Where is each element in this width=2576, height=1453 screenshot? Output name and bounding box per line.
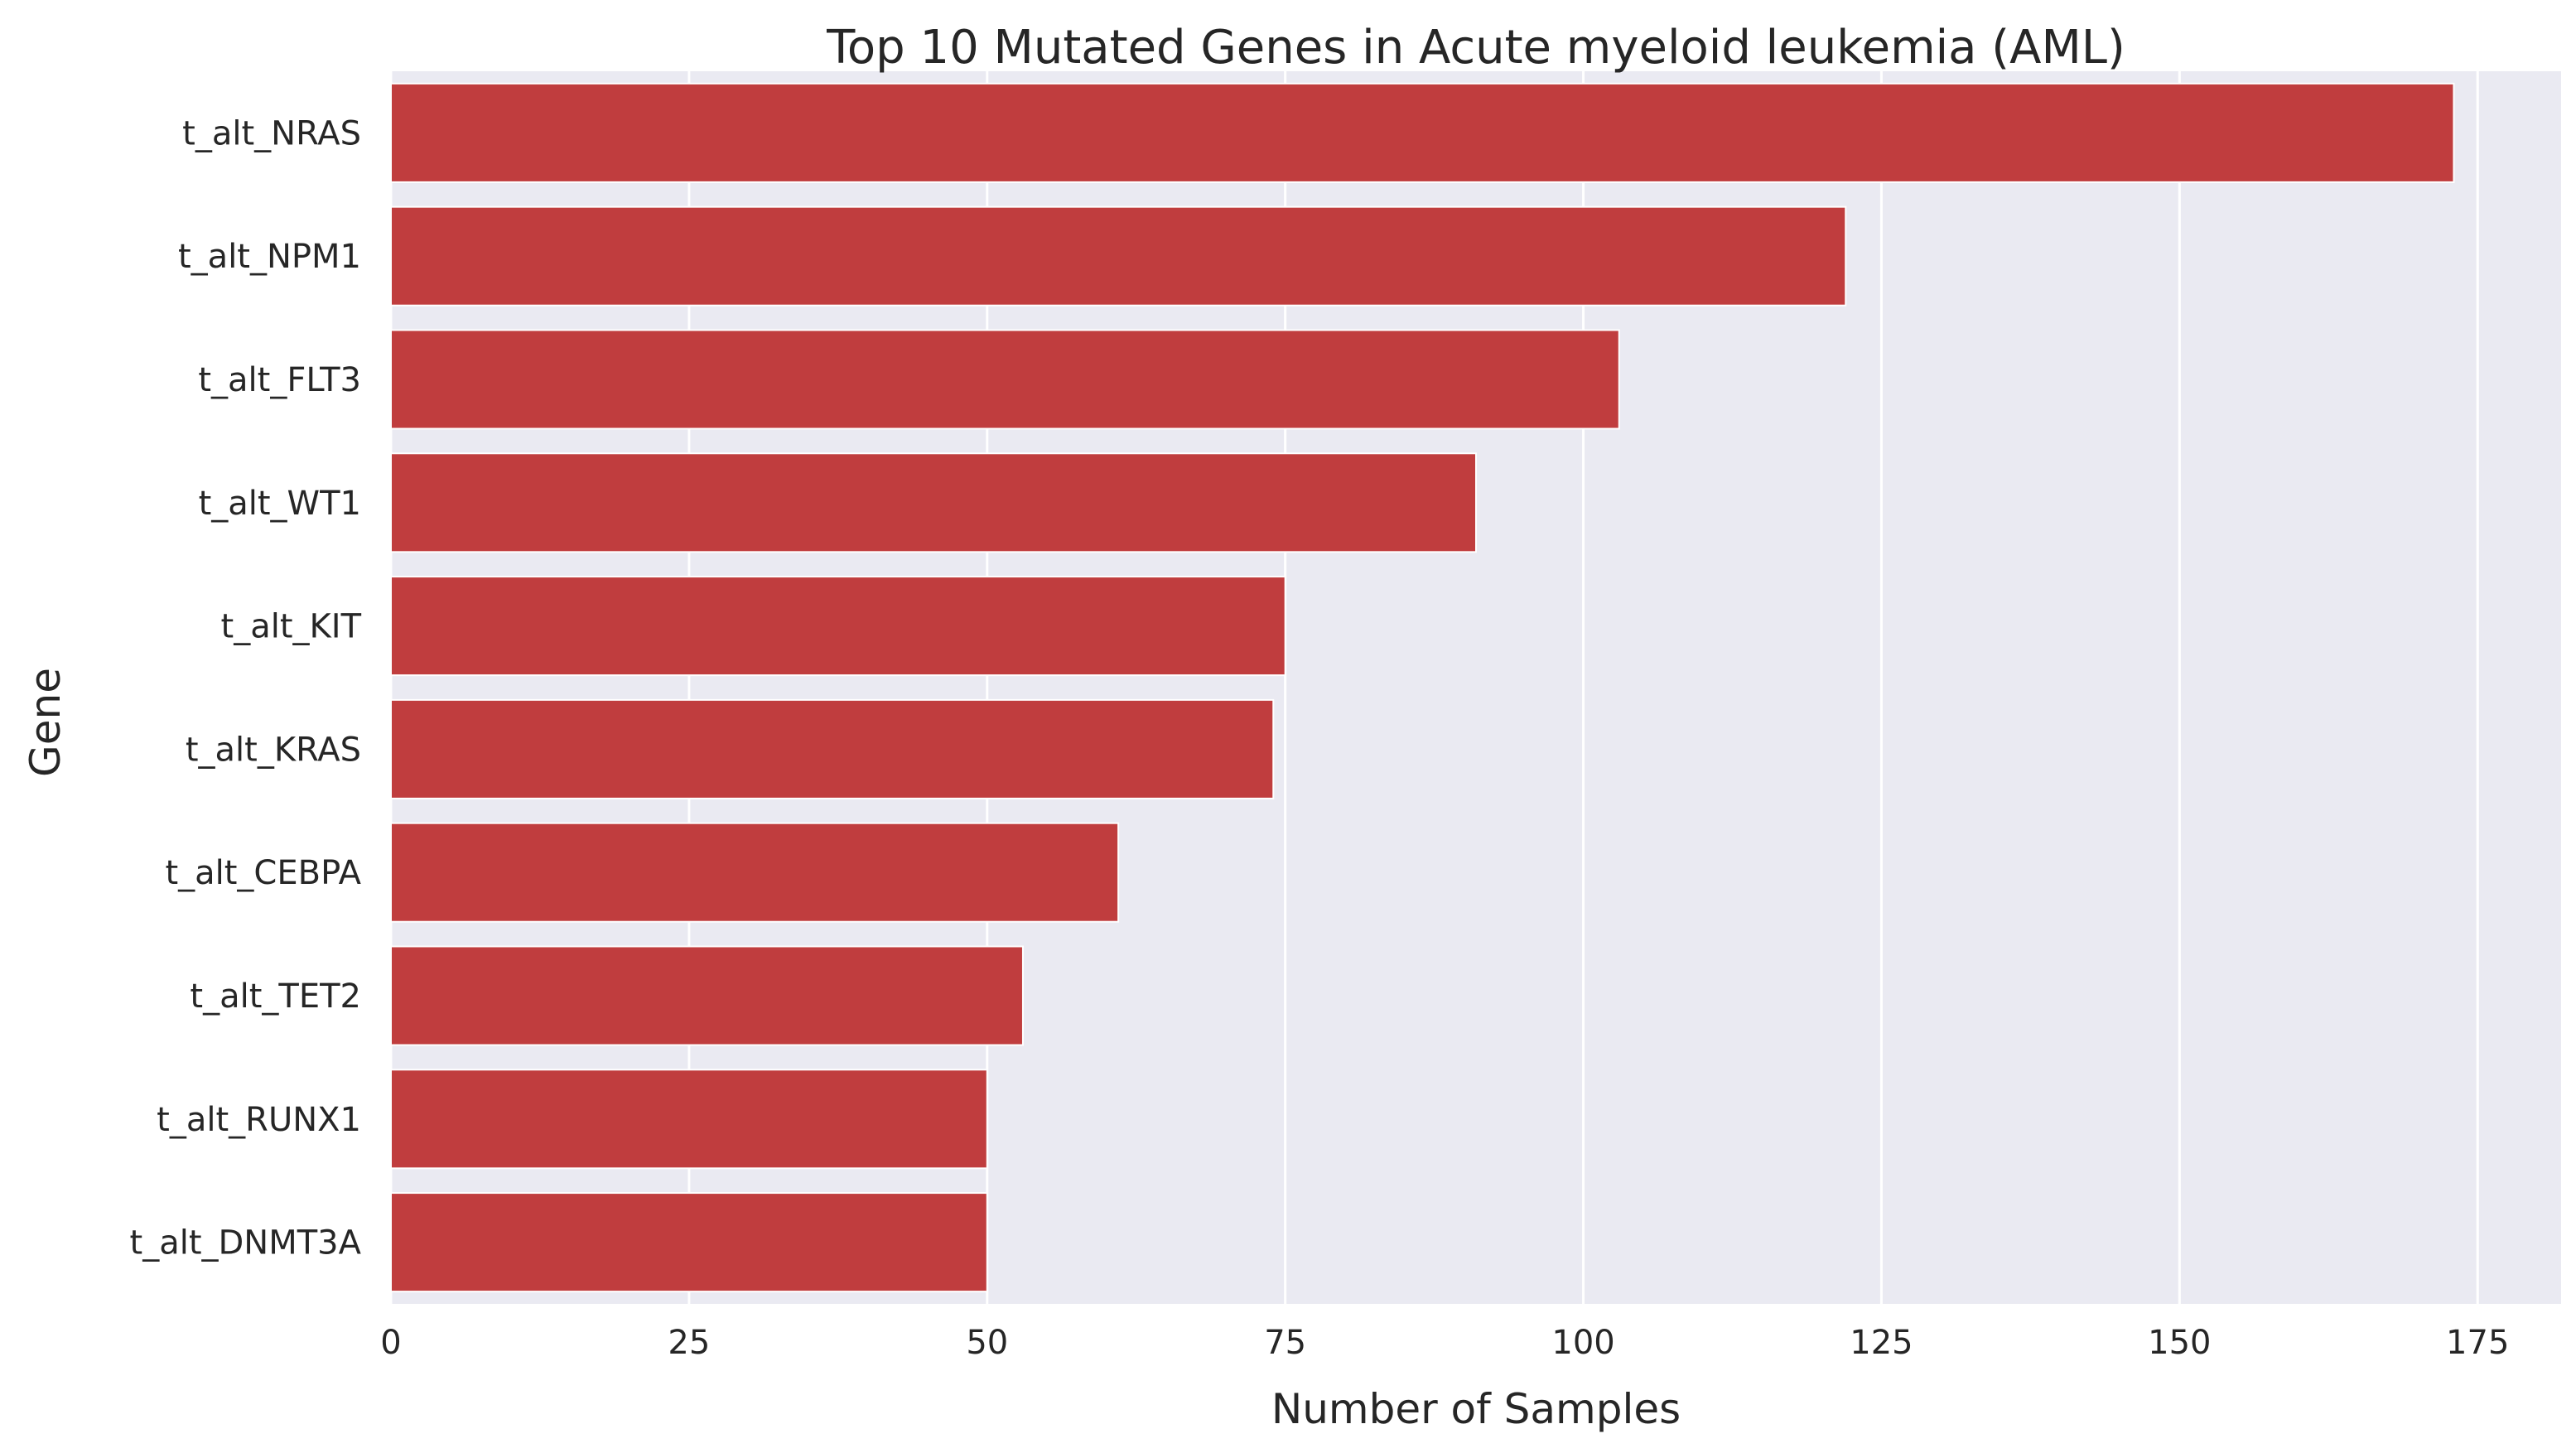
y-axis-title: Gene [22, 668, 70, 777]
y-tick-label: t_alt_KIT [221, 608, 362, 646]
x-tick-labels: 0 25 50 75 100 125 150 175 [380, 1324, 2509, 1362]
x-axis-title: Number of Samples [1271, 1385, 1681, 1433]
y-tick-label: t_alt_TET2 [190, 978, 361, 1016]
bar-t_alt_NRAS [390, 82, 2455, 183]
bar-t_alt_CEBPA [390, 822, 1120, 923]
y-tick-label: t_alt_CEBPA [165, 854, 361, 892]
bars [390, 82, 2455, 1293]
bar-t_alt_NPM1 [390, 205, 1847, 307]
x-tick-label: 50 [966, 1324, 1008, 1362]
y-tick-label: t_alt_DNMT3A [130, 1224, 362, 1262]
bar-t_alt_KRAS [390, 698, 1275, 799]
x-tick-label: 150 [2148, 1324, 2211, 1362]
y-tick-label: t_alt_NRAS [182, 114, 361, 152]
x-tick-label: 175 [2446, 1324, 2509, 1362]
x-tick-label: 25 [668, 1324, 710, 1362]
y-tick-labels: t_alt_NRAS t_alt_NPM1 t_alt_FLT3 t_alt_WT1t… [130, 114, 362, 1262]
bar-t_alt_FLT3 [390, 329, 1620, 430]
y-tick-label: t_alt_NPM1 [178, 238, 361, 276]
bar-t_alt_KIT [390, 576, 1286, 677]
bar-t_alt_TET2 [390, 945, 1024, 1046]
bar-t_alt_RUNX1 [390, 1069, 988, 1170]
bar-t_alt_DNMT3A [390, 1192, 988, 1293]
y-tick-label: t_alt_KRAS [186, 731, 361, 769]
y-tick-label: t_alt_RUNX1 [157, 1101, 361, 1139]
x-tick-label: 125 [1850, 1324, 1913, 1362]
y-tick-label: t_alt_WT1 [199, 485, 361, 523]
x-tick-label: 75 [1264, 1324, 1306, 1362]
chart-title: Top 10 Mutated Genes in Acute myeloid le… [826, 21, 2125, 75]
y-tick-label: t_alt_FLT3 [198, 361, 361, 399]
x-tick-label: 0 [380, 1324, 401, 1362]
x-tick-label: 100 [1551, 1324, 1614, 1362]
bar-t_alt_WT1 [390, 452, 1477, 553]
